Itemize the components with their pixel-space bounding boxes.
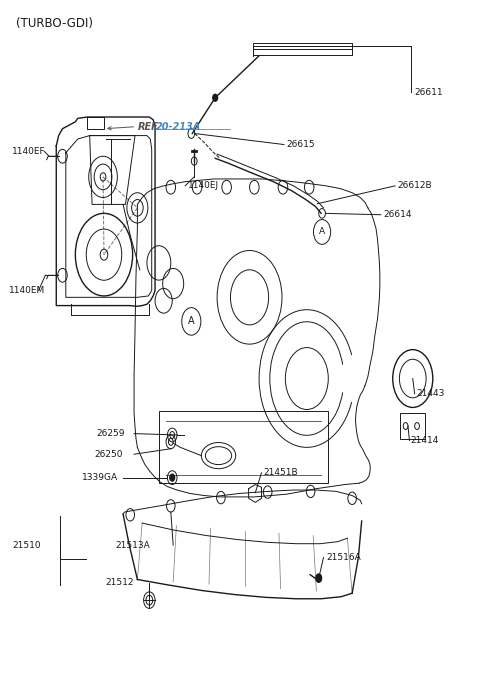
Text: REF.: REF.: [137, 122, 160, 132]
Text: 1140EJ: 1140EJ: [188, 181, 218, 190]
Text: 21512: 21512: [106, 578, 134, 587]
Text: 21510: 21510: [12, 540, 40, 549]
Text: 21451B: 21451B: [263, 468, 298, 477]
Text: 1339GA: 1339GA: [82, 473, 118, 482]
Circle shape: [170, 474, 175, 481]
Text: 21516A: 21516A: [326, 553, 360, 562]
Text: 26259: 26259: [96, 429, 124, 438]
Text: 26611: 26611: [414, 88, 443, 97]
Text: A: A: [319, 227, 325, 236]
Circle shape: [213, 94, 217, 101]
Text: 1140EM: 1140EM: [9, 286, 45, 295]
Text: 21513A: 21513A: [115, 540, 150, 549]
Bar: [159, 411, 328, 483]
Circle shape: [316, 574, 322, 583]
Text: 20-213A: 20-213A: [156, 122, 201, 132]
Text: 1140EF: 1140EF: [12, 147, 46, 156]
Text: 26612B: 26612B: [397, 181, 432, 190]
Text: 21414: 21414: [411, 436, 439, 445]
Text: A: A: [188, 316, 194, 326]
Text: 26250: 26250: [95, 450, 123, 459]
Text: 21443: 21443: [417, 389, 445, 398]
Text: 26615: 26615: [287, 140, 315, 149]
Text: 26614: 26614: [383, 210, 412, 219]
Bar: [400, 413, 425, 439]
Text: (TURBO-GDI): (TURBO-GDI): [16, 17, 93, 30]
